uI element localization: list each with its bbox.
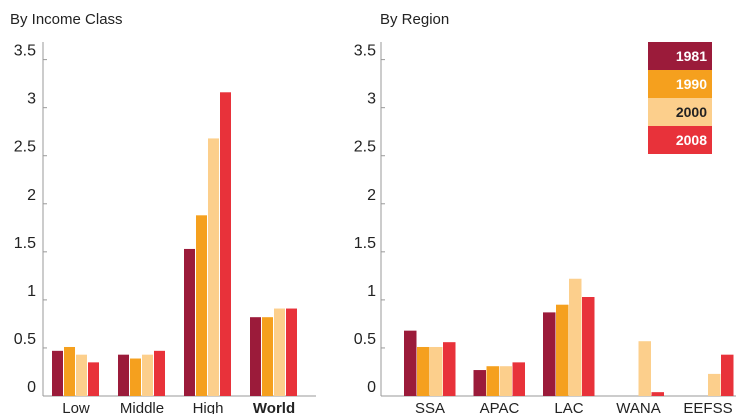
bar-2008-world [286,308,297,396]
bar-2008-low [88,362,99,396]
bar-1990-apac [486,366,499,396]
bar-2008-apac [512,362,525,396]
y-tick-label: 3.5 [354,43,376,60]
y-tick-label: 3.5 [14,43,36,60]
chart-panel-1: By Income Class 0 0.5 1 1.5 2 2.5 3 3.5 Low Middle… [10,11,316,414]
x-tick-label: Low [62,400,90,414]
bar-2008-wana [651,392,664,396]
bar-1990-lac [556,304,569,396]
bar-1981-middle [118,354,129,396]
bar-2000-low [76,354,87,396]
bar-1990-world [262,317,273,396]
x-tick-label: SSA [415,400,445,414]
bar-2000-ssa [430,346,443,396]
bar-2000-eefss [708,373,721,396]
x-tick-label: Middle [120,400,164,414]
bar-1990-middle [130,358,141,396]
legend-label-1981: 1981 [676,48,707,64]
x-tick-label: High [193,400,224,414]
bar-2000-apac [499,366,512,396]
y-tick-label: 2.5 [14,139,36,156]
legend-swatch-2000 [648,98,712,126]
chart-title: By Region [380,11,449,28]
bar-1981-low [52,350,63,396]
bar-2008-lac [582,297,595,396]
bar-1990-ssa [417,346,430,396]
bar-1981-world [250,317,261,396]
x-tick-label: APAC [480,400,520,414]
bar-1990-low [64,346,75,396]
chart-title: By Income Class [10,11,123,28]
legend-swatch-2008 [648,126,712,154]
bar-2008-eefss [721,354,734,396]
x-tick-label: World [253,400,295,414]
bar-1981-lac [543,312,556,396]
y-tick-label: 0.5 [354,331,376,348]
legend: 1981 1990 2000 2008 [648,42,712,154]
y-tick-label: 2 [367,187,376,204]
bar-1981-apac [473,370,486,396]
bar-2000-wana [638,341,651,396]
legend-label-1990: 1990 [676,76,707,92]
chart-panel-2: By Region 0 0.5 1 1.5 2 2.5 3 3.5 SSA APAC LAC WANA E… [354,11,736,414]
y-tick-label: 3 [367,91,376,108]
y-tick-label: 2 [27,187,36,204]
bar-2008-middle [154,350,165,396]
bar-2000-lac [569,278,582,396]
y-tick-label: 0 [367,379,376,396]
bar-2008-high [220,92,231,397]
x-tick-label: LAC [554,400,583,414]
y-tick-label: 3 [27,91,36,108]
bar-1981-high [184,248,195,396]
bar-2000-middle [142,354,153,396]
legend-label-2000: 2000 [676,104,707,120]
bar-2000-high [208,138,219,396]
legend-swatch-1990 [648,70,712,98]
y-tick-label: 0.5 [14,331,36,348]
bar-1990-high [196,215,207,396]
y-tick-label: 1.5 [354,235,376,252]
y-tick-label: 1 [367,283,376,300]
x-tick-label: WANA [616,400,660,414]
y-tick-label: 1.5 [14,235,36,252]
x-tick-label: EEFSS [683,400,732,414]
legend-swatch-1981 [648,42,712,70]
y-tick-label: 0 [27,379,36,396]
y-tick-label: 2.5 [354,139,376,156]
bar-1981-ssa [404,330,417,396]
bar-2008-ssa [443,342,456,396]
bar-2000-world [274,308,285,396]
y-tick-label: 1 [27,283,36,300]
legend-label-2008: 2008 [676,132,707,148]
